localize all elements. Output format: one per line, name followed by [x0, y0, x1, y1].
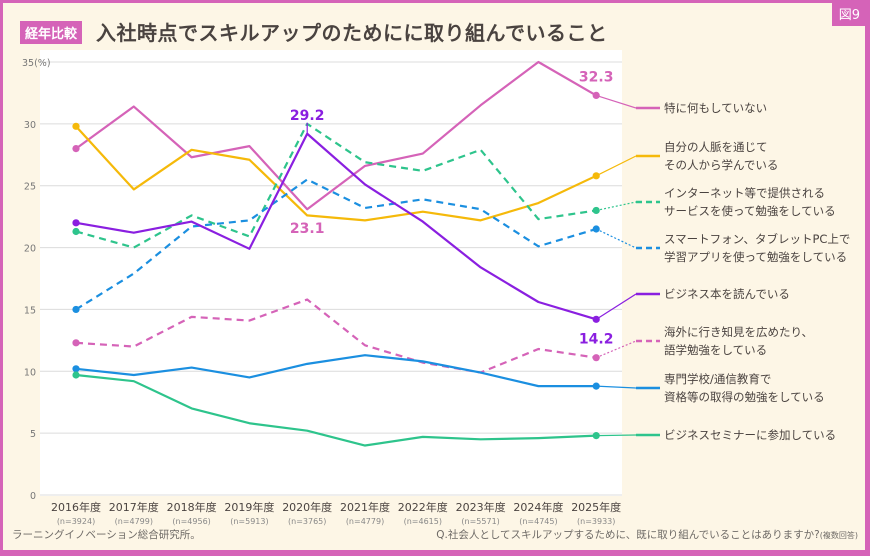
- data-point: [72, 305, 80, 314]
- data-point: [72, 339, 80, 347]
- question-note: Q.社会人としてスキルアップするために、既に取り組んでいることはありますか?(複…: [436, 527, 858, 542]
- source-note: ラーニングイノベーション総合研究所。: [12, 529, 201, 541]
- x-tick-label: 2021年度: [340, 500, 390, 514]
- x-tick-label: 2018年度: [167, 500, 217, 514]
- series-line: [75, 122, 597, 249]
- x-tick-label: 2019年度: [224, 500, 274, 514]
- question-note-suffix: (複数回答): [819, 531, 858, 540]
- legend-connector: [595, 340, 637, 359]
- sample-size-label: (n=5913): [230, 517, 268, 526]
- question-text: Q.社会人としてスキルアップするために、既に取り組んでいることはありますか?: [436, 529, 820, 541]
- y-tick-label: 0: [30, 491, 36, 502]
- legend-connector: [596, 385, 637, 389]
- data-point: [72, 122, 80, 130]
- data-point: [72, 365, 80, 373]
- legend-label: 学習アプリを使って勉強をしている: [664, 250, 847, 264]
- sample-size-label: (n=4745): [519, 517, 557, 526]
- series-line: [75, 125, 597, 222]
- x-tick-label: 2025年度: [571, 500, 621, 514]
- sample-size-label: (n=4956): [172, 517, 210, 526]
- data-point: [72, 227, 80, 236]
- y-tick-label: 15: [24, 305, 36, 316]
- data-point: [72, 219, 80, 227]
- y-tick-label: 35(%): [22, 58, 51, 69]
- data-label: 14.2: [579, 331, 614, 347]
- legend-label: ビジネス本を読んでいる: [664, 287, 790, 301]
- y-tick-label: 20: [24, 244, 36, 255]
- sample-size-label: (n=3924): [57, 517, 95, 526]
- legend-connector: [596, 434, 637, 437]
- series-line: [75, 373, 597, 447]
- legend-label: 特に何もしていない: [664, 101, 767, 115]
- sample-size-label: (n=3933): [577, 517, 615, 526]
- series-line: [75, 178, 597, 311]
- legend-connector: [595, 293, 637, 320]
- data-label: 29.2: [290, 108, 325, 124]
- legend-connector: [595, 155, 637, 177]
- legend-label: サービスを使って勉強をしている: [664, 204, 836, 218]
- legend-connector: [596, 201, 637, 212]
- data-point: [72, 145, 80, 153]
- y-tick-label: 10: [24, 367, 36, 378]
- legend-label: 専門学校/通信教育で: [664, 372, 771, 386]
- legend-label: ビジネスセミナーに参加している: [664, 428, 836, 442]
- data-point: [72, 371, 80, 379]
- series-line: [75, 298, 597, 374]
- chart-title: 入社時点でスキルアップのためにに取り組んでいること: [96, 21, 608, 45]
- legend-label: 自分の人脈を通じて: [664, 140, 768, 154]
- series-line: [75, 60, 597, 211]
- x-tick-label: 2017年度: [109, 500, 159, 514]
- legend-label: 語学勉強をしている: [664, 343, 767, 357]
- legend-label: 資格等の取得の勉強をしている: [664, 390, 825, 404]
- comparison-badge: 経年比較: [20, 21, 83, 44]
- x-tick-label: 2022年度: [398, 500, 448, 514]
- sample-size-label: (n=4615): [404, 517, 442, 526]
- data-label: 32.3: [579, 69, 614, 85]
- legend-label: その人から学んでいる: [664, 158, 778, 172]
- sample-size-label: (n=5571): [461, 517, 499, 526]
- x-tick-label: 2024年度: [513, 500, 563, 514]
- legend-label: 海外に行き知見を広めたり、: [664, 325, 813, 339]
- legend-connector: [596, 94, 637, 109]
- legend-label: インターネット等で提供される: [664, 186, 825, 200]
- data-label: 23.1: [290, 221, 325, 237]
- series-line: [75, 132, 597, 321]
- legend-connector: [595, 228, 637, 249]
- series-line: [75, 354, 597, 388]
- figure-label: 図9: [831, 3, 865, 26]
- sample-size-label: (n=4799): [115, 517, 153, 526]
- sample-size-label: (n=3765): [288, 517, 326, 526]
- y-tick-label: 30: [24, 120, 36, 131]
- y-tick-label: 5: [30, 429, 36, 440]
- y-tick-label: 25: [24, 182, 36, 193]
- x-tick-label: 2016年度: [51, 500, 101, 514]
- sample-size-label: (n=4779): [346, 517, 384, 526]
- x-tick-label: 2020年度: [282, 500, 332, 514]
- legend-label: スマートフォン、タブレットPC上で: [664, 232, 850, 246]
- plot-area: [40, 50, 622, 496]
- x-tick-label: 2023年度: [456, 500, 506, 514]
